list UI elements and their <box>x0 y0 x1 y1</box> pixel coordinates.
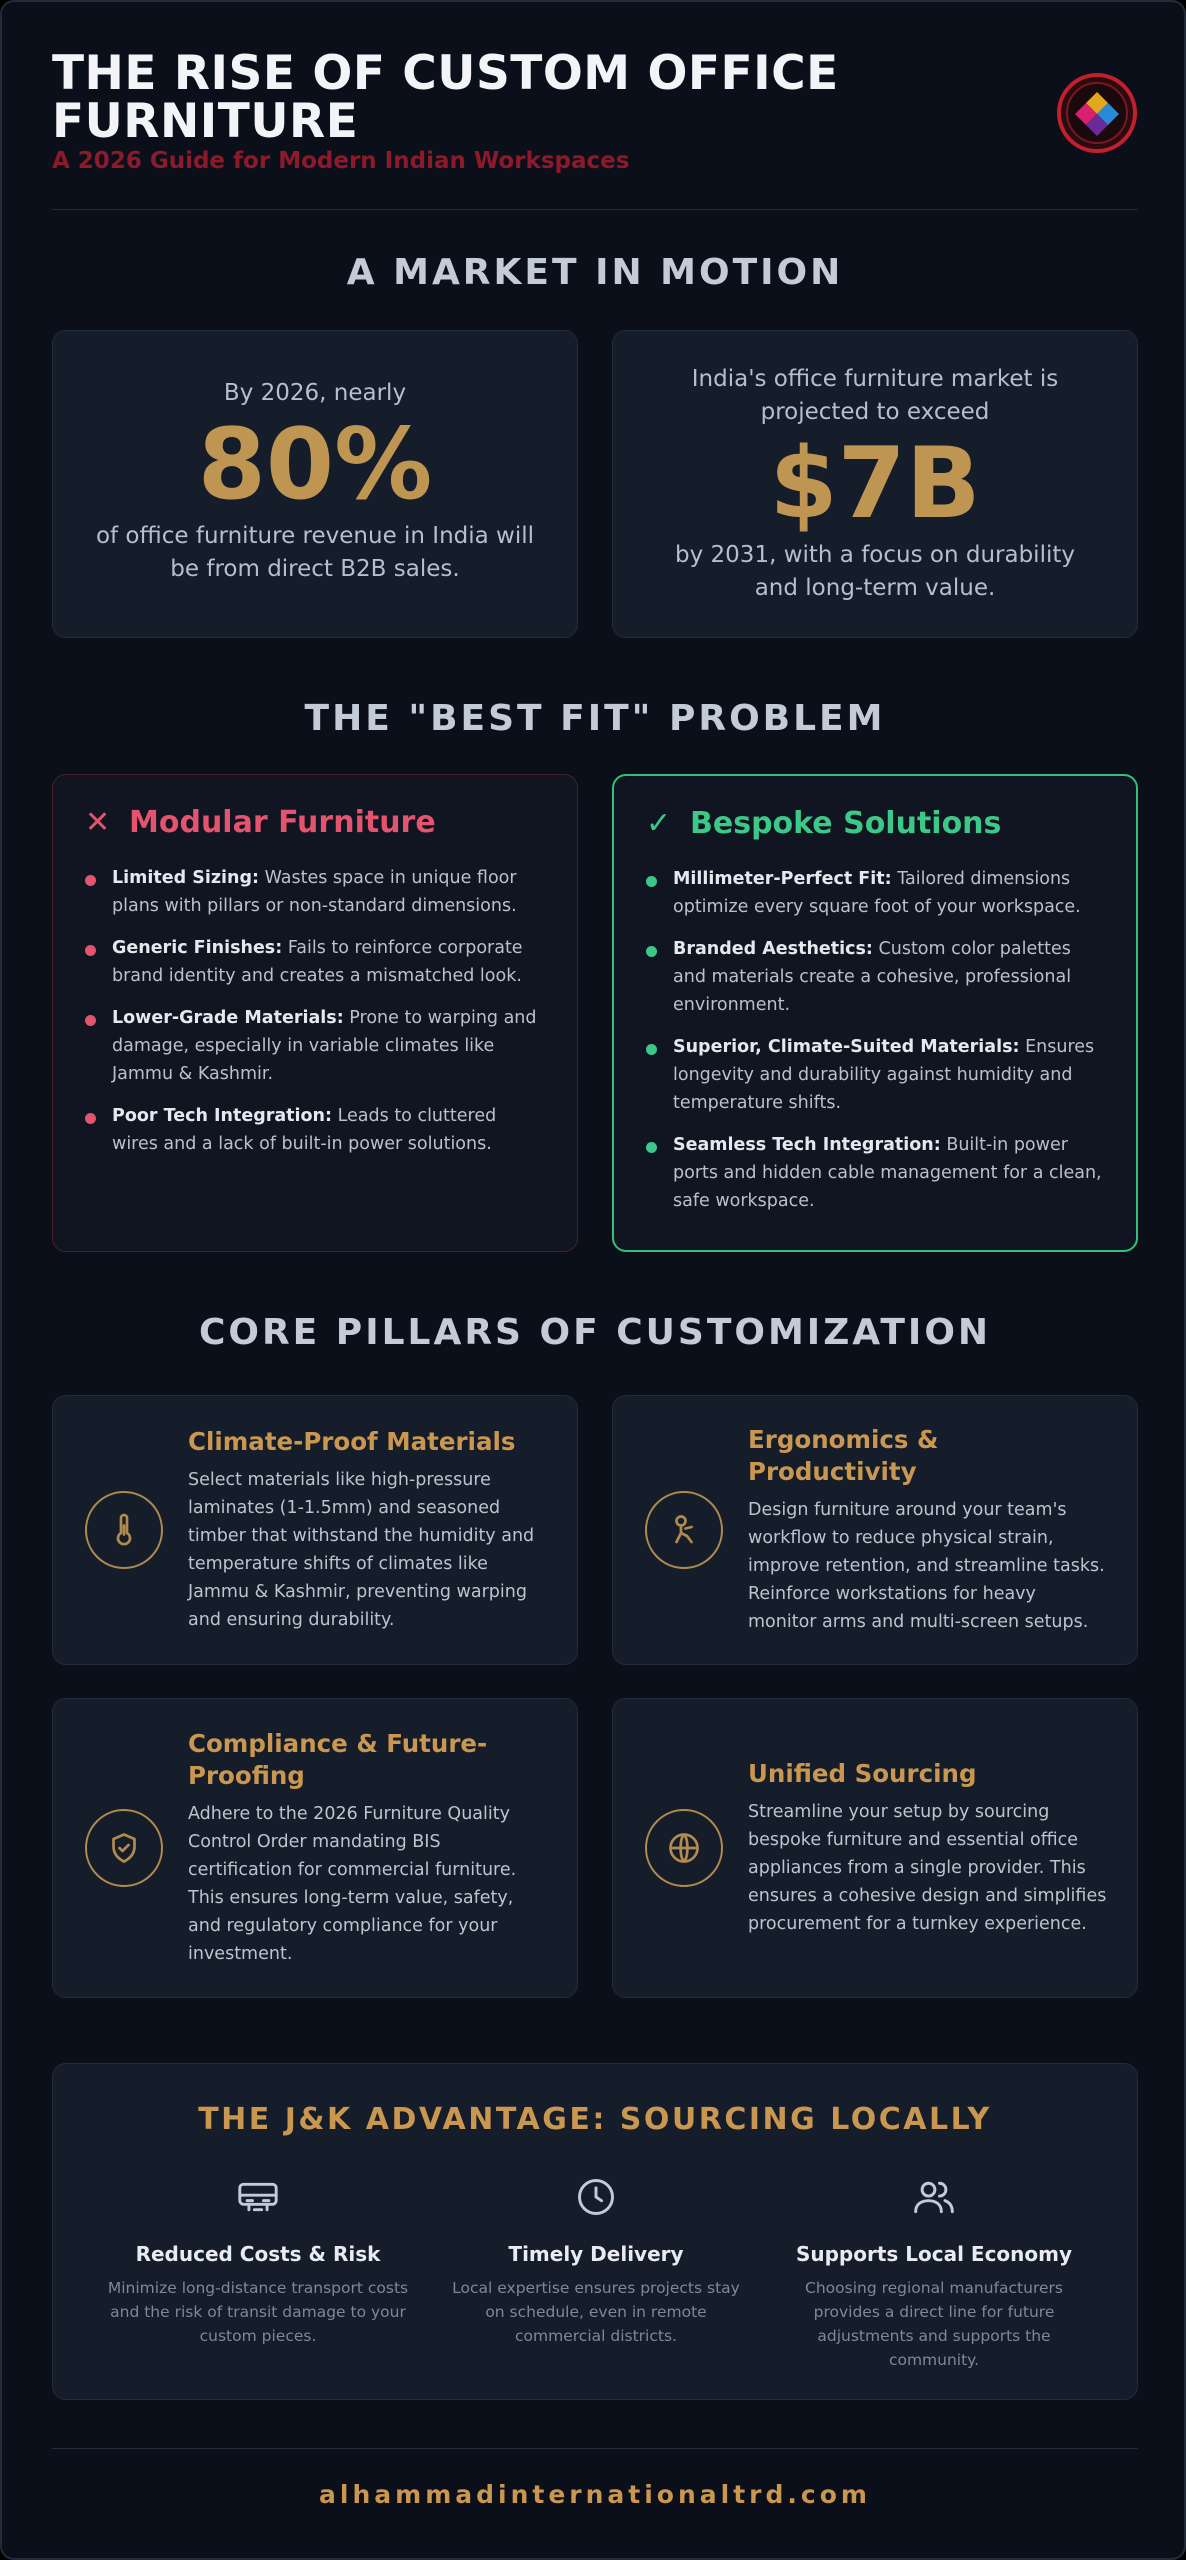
clock-icon <box>431 2174 761 2220</box>
modular-heading: ✕ Modular Furniture <box>85 805 545 840</box>
stat-post-text: by 2031, with a focus on durability and … <box>675 542 1075 601</box>
stat-card-b2b: By 2026, nearly 80% of office furniture … <box>52 330 578 638</box>
modular-furniture-card: ✕ Modular Furniture Limited Sizing: Wast… <box>52 774 578 1252</box>
advantage-title: THE J&K ADVANTAGE: SOURCING LOCALLY <box>198 2102 992 2137</box>
page-subtitle: A 2026 Guide for Modern Indian Workspace… <box>52 148 630 174</box>
stat-value: $7B <box>769 427 981 541</box>
list-item: Seamless Tech Integration: Built-in powe… <box>646 1131 1104 1215</box>
advantage-item-costs: Reduced Costs & Risk Minimize long-dista… <box>93 2174 423 2348</box>
pillar-title: Ergonomics & Productivity <box>748 1425 939 1486</box>
company-logo <box>1057 73 1137 153</box>
check-icon: ✓ <box>646 806 672 841</box>
advantage-heading: Supports Local Economy <box>795 2242 1073 2266</box>
list-item: Generic Finishes: Fails to reinforce cor… <box>85 934 545 990</box>
pillar-compliance: Compliance & Future-Proofing Adhere to t… <box>52 1698 578 1998</box>
advantage-item-delivery: Timely Delivery Local expertise ensures … <box>431 2174 761 2348</box>
footer-website-link[interactable]: alhammadinternationaltrd.com <box>319 2480 871 2509</box>
list-item: Millimeter-Perfect Fit: Tailored dimensi… <box>646 865 1104 921</box>
header: THE RISE OF CUSTOM OFFICE FURNITURE A 20… <box>52 50 1138 210</box>
pillar-title: Climate-Proof Materials <box>188 1427 516 1456</box>
header-divider <box>52 209 1138 210</box>
cross-icon: ✕ <box>85 805 111 840</box>
advantage-item-local-economy: Supports Local Economy Choosing regional… <box>769 2174 1099 2372</box>
bespoke-heading-label: Bespoke Solutions <box>690 806 1002 841</box>
stat-post-text: of office furniture revenue in India wil… <box>95 523 535 582</box>
bespoke-solutions-card: ✓ Bespoke Solutions Millimeter-Perfect F… <box>612 774 1138 1252</box>
list-item: Poor Tech Integration: Leads to cluttere… <box>85 1102 545 1158</box>
fit-section-title: THE "BEST FIT" PROBLEM <box>304 698 886 739</box>
truck-icon <box>93 2174 423 2220</box>
bespoke-list: Millimeter-Perfect Fit: Tailored dimensi… <box>646 865 1104 1215</box>
pillar-ergonomics: Ergonomics & Productivity Design furnitu… <box>612 1395 1138 1665</box>
globe-icon <box>645 1809 723 1887</box>
pillar-body: Select materials like high-pressure lami… <box>188 1470 535 1630</box>
market-section-title: A MARKET IN MOTION <box>346 252 844 293</box>
footer-divider <box>52 2448 1138 2449</box>
advantage-heading: Reduced Costs & Risk <box>135 2242 381 2266</box>
bespoke-heading: ✓ Bespoke Solutions <box>646 806 1104 841</box>
advantage-heading: Timely Delivery <box>508 2242 684 2266</box>
thermometer-icon <box>85 1491 163 1569</box>
pillar-body: Adhere to the 2026 Furniture Quality Con… <box>188 1804 517 1964</box>
advantage-body: Local expertise ensures projects stay on… <box>452 2279 740 2345</box>
users-icon <box>769 2174 1099 2220</box>
list-item: Superior, Climate-Suited Materials: Ensu… <box>646 1033 1104 1117</box>
modular-list: Limited Sizing: Wastes space in unique f… <box>85 864 545 1158</box>
pillar-title: Unified Sourcing <box>748 1759 977 1788</box>
pillars-section-title: CORE PILLARS OF CUSTOMIZATION <box>198 1312 992 1353</box>
list-item: Branded Aesthetics: Custom color palette… <box>646 935 1104 1019</box>
jk-advantage-panel: THE J&K ADVANTAGE: SOURCING LOCALLY Redu… <box>52 2063 1138 2400</box>
stat-value: 80% <box>197 408 433 522</box>
pillar-body: Design furniture around your team's work… <box>748 1500 1105 1632</box>
advantage-body: Minimize long-distance transport costs a… <box>107 2279 409 2345</box>
advantage-body: Choosing regional manufacturers provides… <box>805 2279 1063 2369</box>
pillar-body: Streamline your setup by sourcing bespok… <box>748 1802 1107 1934</box>
ergonomics-icon <box>645 1491 723 1569</box>
list-item: Lower-Grade Materials: Prone to warping … <box>85 1004 545 1088</box>
stat-pre-text: By 2026, nearly <box>223 380 407 406</box>
page-title: THE RISE OF CUSTOM OFFICE FURNITURE <box>52 46 839 149</box>
modular-heading-label: Modular Furniture <box>129 805 436 840</box>
stat-pre-text: India's office furniture market is proje… <box>691 366 1059 425</box>
pillar-climate-proof: Climate-Proof Materials Select materials… <box>52 1395 578 1665</box>
pillar-unified-sourcing: Unified Sourcing Streamline your setup b… <box>612 1698 1138 1998</box>
list-item: Limited Sizing: Wastes space in unique f… <box>85 864 545 920</box>
shield-check-icon <box>85 1809 163 1887</box>
stat-card-market-size: India's office furniture market is proje… <box>612 330 1138 638</box>
pillar-title: Compliance & Future-Proofing <box>188 1729 488 1790</box>
